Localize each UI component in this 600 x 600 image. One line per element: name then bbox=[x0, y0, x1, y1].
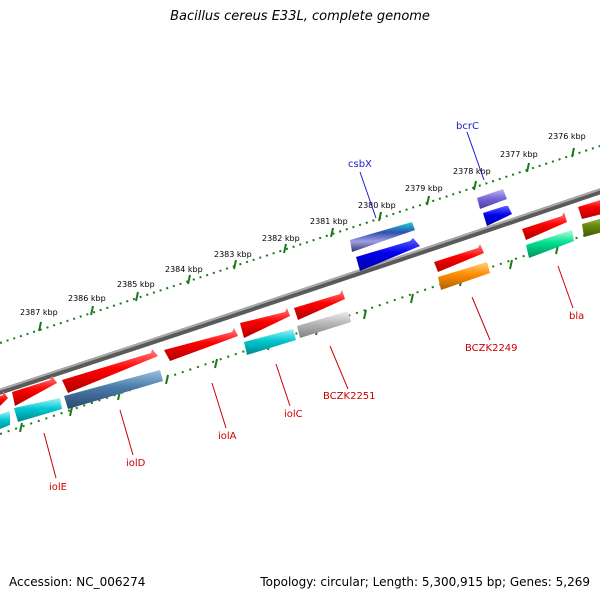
label-leaders bbox=[43, 131, 574, 479]
outer-ruler-major-ticks bbox=[38, 147, 575, 332]
gene-arrow[interactable] bbox=[294, 290, 345, 320]
gene-label-BCZK2249[interactable]: BCZK2249 bbox=[465, 343, 518, 354]
gene-arrow[interactable] bbox=[582, 216, 600, 237]
reverse-genes bbox=[0, 216, 600, 431]
ruler-label: 2377 kbp bbox=[500, 150, 538, 159]
ruler-label: 2378 kbp bbox=[453, 167, 491, 176]
ruler-labels: 2376 kbp 2377 kbp 2378 kbp 2379 kbp 2380… bbox=[20, 132, 586, 317]
gene-arrow[interactable] bbox=[164, 328, 238, 361]
ruler-label: 2386 kbp bbox=[68, 294, 106, 303]
ruler-label: 2376 kbp bbox=[548, 132, 586, 141]
map-title: Bacillus cereus E33L, complete genome bbox=[170, 9, 430, 24]
ruler-label: 2383 kbp bbox=[214, 250, 252, 259]
gene-arrow[interactable] bbox=[350, 222, 415, 252]
ruler-label: 2380 kbp bbox=[358, 201, 396, 210]
gene-arrow[interactable] bbox=[297, 311, 351, 338]
gene-label-BCZK2251[interactable]: BCZK2251 bbox=[323, 391, 376, 402]
gene-label-iolE[interactable]: iolE bbox=[49, 482, 67, 493]
gene-arrow[interactable] bbox=[522, 212, 567, 240]
gene-arrow[interactable] bbox=[356, 238, 420, 271]
gene-label-bla[interactable]: bla bbox=[569, 311, 584, 322]
gene-arrow[interactable] bbox=[434, 244, 484, 272]
accession-text: Accession: NC_006274 bbox=[9, 575, 146, 589]
gene-arrow[interactable] bbox=[483, 206, 512, 226]
genome-backbone bbox=[0, 188, 600, 395]
top-genes bbox=[350, 189, 512, 271]
gene-label-bcrC[interactable]: bcrC bbox=[456, 121, 479, 132]
gene-arrow[interactable] bbox=[0, 411, 10, 431]
gene-arrow[interactable] bbox=[64, 370, 163, 409]
gene-arrow[interactable] bbox=[438, 262, 490, 290]
gene-arrow[interactable] bbox=[244, 329, 296, 355]
gene-label-csbX[interactable]: csbX bbox=[348, 159, 372, 170]
gene-label-iolA[interactable]: iolA bbox=[218, 431, 237, 442]
gene-arrow[interactable] bbox=[12, 376, 57, 406]
gene-arrow[interactable] bbox=[14, 398, 62, 422]
gene-arrow[interactable] bbox=[0, 391, 8, 411]
gene-labels: bla BCZK2249 BCZK2251 iolC iolA iolD iol… bbox=[49, 121, 584, 493]
gene-arrow[interactable] bbox=[578, 197, 600, 219]
ruler-label: 2379 kbp bbox=[405, 184, 443, 193]
ruler-label: 2384 kbp bbox=[165, 265, 203, 274]
gene-arrow[interactable] bbox=[240, 308, 290, 338]
gene-arrow[interactable] bbox=[526, 230, 574, 258]
ruler-label: 2382 kbp bbox=[262, 234, 300, 243]
ruler-label: 2385 kbp bbox=[117, 280, 155, 289]
gene-label-iolD[interactable]: iolD bbox=[126, 458, 146, 469]
outer-ruler bbox=[0, 145, 600, 344]
gene-arrow[interactable] bbox=[477, 189, 507, 209]
forward-genes bbox=[0, 197, 600, 411]
gene-arrow[interactable] bbox=[62, 349, 158, 393]
ruler-label: 2381 kbp bbox=[310, 217, 348, 226]
ruler-label: 2387 kbp bbox=[20, 308, 58, 317]
gene-label-iolC[interactable]: iolC bbox=[284, 409, 303, 420]
genome-info-text: Topology: circular; Length: 5,300,915 bp… bbox=[260, 575, 590, 589]
